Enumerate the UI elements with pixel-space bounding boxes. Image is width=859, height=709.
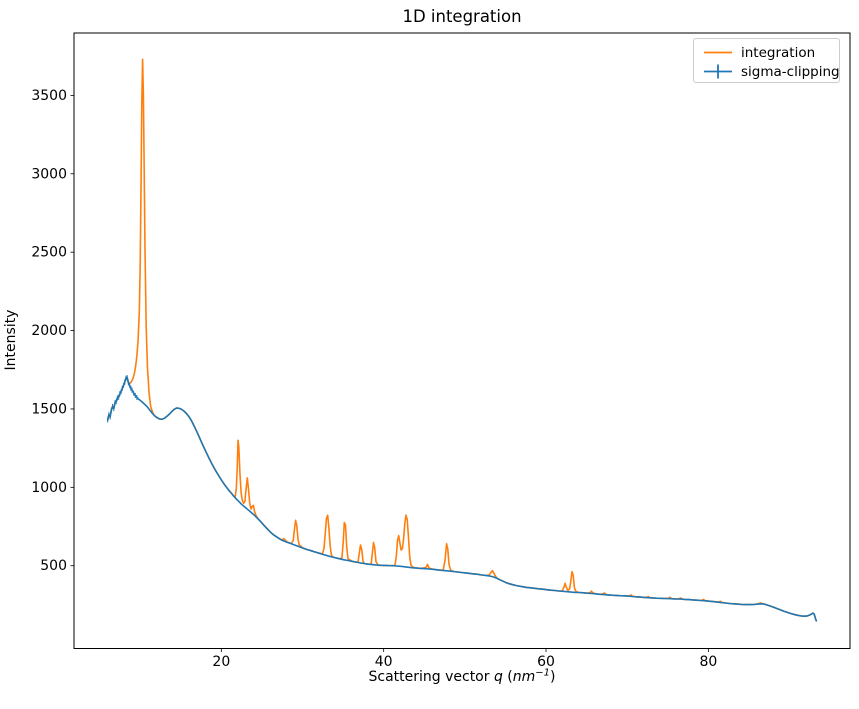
sigma-clipping-errorbar-swatch-icon [704,64,732,79]
y-tick-label: 500 [40,558,67,574]
x-axis-label-q: q [493,669,503,685]
y-tick-label: 2000 [31,323,67,339]
y-tick-label: 1500 [31,401,67,417]
x-tick-label: 60 [537,654,555,670]
x-axis-label: Scattering vector q (nm−1) [74,667,850,685]
axes-spines [73,32,851,649]
legend-label-sigma-clipping: sigma-clipping [741,63,840,80]
y-axis-label: Intensity [3,309,19,371]
legend-item-sigma-clipping: sigma-clipping [703,62,840,81]
legend-label-integration: integration [741,44,816,61]
chart-title: 1D integration [402,7,522,26]
x-axis-label-exponent: −1 [535,667,551,679]
x-axis-label-open-paren: ( [502,669,513,685]
x-axis-label-unit: nm [512,669,536,685]
x-tick-label: 40 [375,654,393,670]
x-axis-label-close-paren: ) [550,669,556,685]
sigma-clipping-error-bars [107,375,138,423]
sigma-clipping-line [106,376,818,622]
legend: integration sigma-clipping [693,38,840,83]
y-tick-label: 3000 [31,166,67,182]
y-tick-label: 3500 [31,88,67,104]
x-tick-label: 20 [212,654,230,670]
x-tick-label: 80 [699,654,717,670]
legend-item-integration: integration [703,43,831,62]
y-tick-label: 1000 [31,480,67,496]
y-tick-label: 2500 [31,245,67,261]
x-axis-label-prefix: Scattering vector [368,669,494,685]
integration-line-swatch-icon [704,51,732,54]
integration-line [106,58,818,622]
